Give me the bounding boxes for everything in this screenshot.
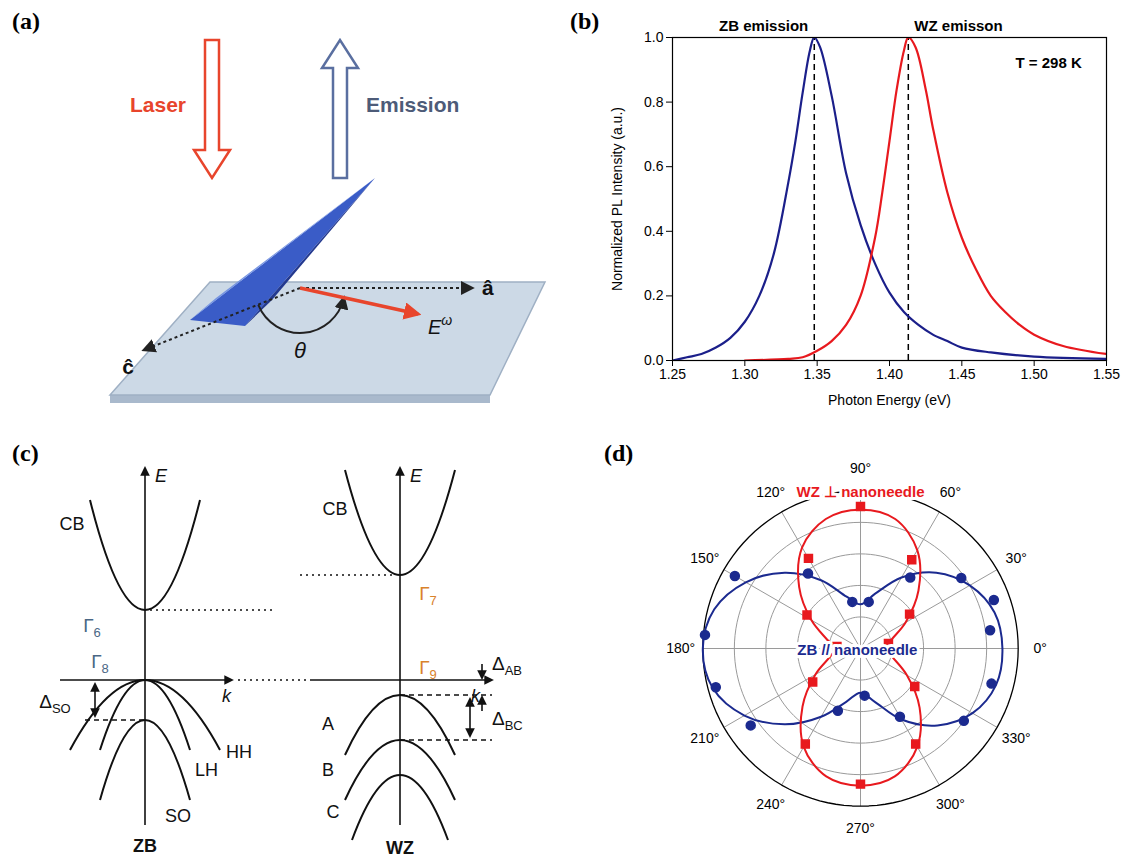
svg-text:180°: 180° — [666, 640, 695, 656]
svg-text:k: k — [471, 686, 481, 706]
svg-text:90°: 90° — [850, 460, 871, 476]
svg-text:ZB: ZB — [133, 836, 157, 856]
svg-text:1.45: 1.45 — [948, 366, 975, 382]
svg-text:SO: SO — [165, 806, 191, 826]
svg-text:Laser: Laser — [130, 93, 186, 116]
svg-text:1.25: 1.25 — [659, 366, 686, 382]
svg-text:HH: HH — [226, 742, 252, 762]
svg-text:Photon Energy (eV): Photon Energy (eV) — [828, 392, 951, 408]
svg-text:1.40: 1.40 — [876, 366, 903, 382]
svg-text:0.6: 0.6 — [644, 158, 664, 174]
svg-text:A: A — [322, 714, 334, 734]
svg-text:WZ: WZ — [386, 838, 414, 858]
svg-text:E: E — [155, 466, 168, 486]
svg-text:CB: CB — [59, 514, 84, 534]
svg-text:Γ6: Γ6 — [83, 615, 101, 640]
svg-text:ΔAB: ΔAB — [492, 653, 522, 678]
svg-text:60°: 60° — [940, 484, 961, 500]
svg-text:0.8: 0.8 — [644, 94, 664, 110]
svg-text:1.30: 1.30 — [731, 366, 758, 382]
svg-text:CB: CB — [322, 499, 347, 519]
svg-text:1.0: 1.0 — [644, 29, 664, 45]
svg-text:0.4: 0.4 — [644, 223, 664, 239]
svg-text:ZB emission: ZB emission — [719, 17, 808, 34]
svg-text:Emission: Emission — [366, 93, 459, 116]
svg-text:ĉ: ĉ — [122, 355, 134, 378]
svg-text:C: C — [327, 802, 340, 822]
svg-text:θ: θ — [294, 338, 306, 363]
svg-text:Γ8: Γ8 — [91, 651, 109, 676]
svg-text:T = 298 K: T = 298 K — [1015, 54, 1081, 71]
svg-text:330°: 330° — [1002, 730, 1031, 746]
svg-text:210°: 210° — [690, 730, 719, 746]
svg-text:Eω: Eω — [428, 312, 452, 338]
svg-text:Γ9: Γ9 — [419, 657, 437, 682]
svg-text:ΔSO: ΔSO — [39, 691, 71, 716]
svg-text:300°: 300° — [936, 796, 965, 812]
svg-text:30°: 30° — [1006, 550, 1027, 566]
svg-text:WZ ⊥ nanoneedle: WZ ⊥ nanoneedle — [796, 483, 924, 500]
svg-text:WZ emisson: WZ emisson — [914, 17, 1002, 34]
svg-text:B: B — [322, 760, 334, 780]
svg-text:Γ7: Γ7 — [419, 583, 437, 608]
svg-text:0.0: 0.0 — [644, 352, 664, 368]
svg-text:k: k — [222, 686, 232, 706]
svg-text:0.2: 0.2 — [644, 287, 664, 303]
svg-text:LH: LH — [195, 760, 218, 780]
svg-text:150°: 150° — [690, 550, 719, 566]
svg-text:1.50: 1.50 — [1021, 366, 1048, 382]
svg-text:0°: 0° — [1034, 640, 1047, 656]
svg-text:E: E — [410, 466, 423, 486]
svg-text:120°: 120° — [756, 484, 785, 500]
svg-text:Normalized PL Intensity (a.u.): Normalized PL Intensity (a.u.) — [609, 107, 625, 291]
html-text:(d): (d) — [604, 440, 634, 466]
svg-text:ZB // nanoneedle: ZB // nanoneedle — [797, 641, 917, 658]
html-text:(b): (b) — [570, 8, 600, 34]
svg-text:270°: 270° — [846, 820, 875, 836]
html-text:(a): (a) — [12, 8, 40, 34]
svg-text:240°: 240° — [756, 796, 785, 812]
svg-text:1.55: 1.55 — [1093, 366, 1120, 382]
svg-text:â: â — [482, 276, 494, 299]
svg-text:ΔBC: ΔBC — [492, 708, 523, 733]
html-text:(c): (c) — [12, 440, 39, 466]
svg-text:1.35: 1.35 — [804, 366, 831, 382]
